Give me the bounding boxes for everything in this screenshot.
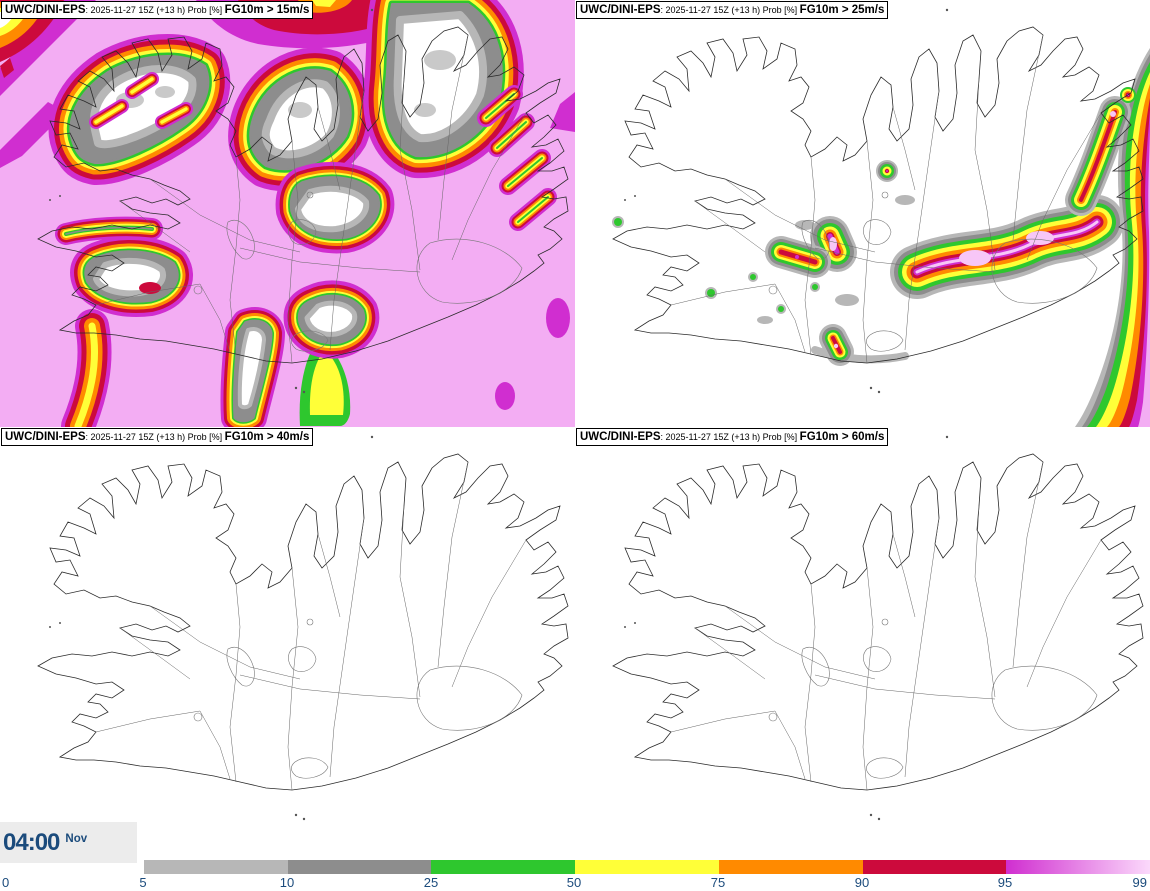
iceland-outline-map-60ms	[575, 427, 1150, 854]
north-hotspot	[876, 160, 898, 182]
legend-segment	[431, 860, 575, 874]
threshold-label: FG10m > 15m/s	[224, 4, 310, 16]
legend-tick-label: 25	[423, 875, 439, 890]
legend-segment	[0, 860, 144, 874]
model-name: UWC/DINI-EPS	[5, 431, 86, 443]
legend-segment	[718, 860, 863, 874]
run-info: : 2025-11-27 15Z (+13 h) Prob [%]	[85, 432, 225, 442]
legend-tick-label: 0	[2, 875, 10, 890]
legend-color-bar	[0, 860, 1150, 874]
probability-legend: 0 5 10 25 50 75 90 95 99	[0, 860, 1150, 891]
legend-segment	[1006, 860, 1150, 874]
legend-segment	[862, 860, 1007, 874]
iceland-probability-map-15ms	[0, 0, 575, 427]
panel-title: UWC/DINI-EPS: 2025-11-27 15Z (+13 h) Pro…	[576, 1, 889, 19]
legend-tick-label: 5	[139, 875, 147, 890]
legend-segment	[575, 860, 719, 874]
green-specks	[612, 216, 820, 314]
map-panel-fg10m-60ms: UWC/DINI-EPS: 2025-11-27 15Z (+13 h) Pro…	[575, 427, 1150, 854]
legend-segment	[143, 860, 288, 874]
iceland-outline-map-40ms	[0, 427, 575, 854]
legend-tick-label: 10	[279, 875, 295, 890]
valid-date: 28.nóv./ Nov Fös / Fri	[65, 822, 115, 863]
run-info: : 2025-11-27 15Z (+13 h) Prob [%]	[660, 5, 800, 15]
threshold-label: FG10m > 40m/s	[224, 431, 310, 443]
panel-title: UWC/DINI-EPS: 2025-11-27 15Z (+13 h) Pro…	[1, 1, 314, 19]
threshold-label: FG10m > 60m/s	[799, 431, 885, 443]
legend-segment	[287, 860, 432, 874]
model-name: UWC/DINI-EPS	[580, 4, 661, 16]
model-name: UWC/DINI-EPS	[5, 4, 86, 16]
legend-tick-label: 50	[566, 875, 582, 890]
legend-tick-label: 90	[854, 875, 870, 890]
iceland-probability-map-25ms	[575, 0, 1150, 427]
run-info: : 2025-11-27 15Z (+13 h) Prob [%]	[85, 5, 225, 15]
legend-tick-label: 99	[1132, 875, 1147, 890]
valid-time-panel: 04:00 28.nóv./ Nov Fös / Fri	[0, 822, 137, 863]
legend-tick-label: 75	[710, 875, 726, 890]
legend-tick-label: 95	[997, 875, 1013, 890]
panel-title: UWC/DINI-EPS: 2025-11-27 15Z (+13 h) Pro…	[1, 428, 314, 446]
map-panel-fg10m-40ms: UWC/DINI-EPS: 2025-11-27 15Z (+13 h) Pro…	[0, 427, 575, 854]
run-info: : 2025-11-27 15Z (+13 h) Prob [%]	[660, 432, 800, 442]
date-month: Nov	[65, 832, 88, 845]
valid-time: 04:00	[3, 828, 60, 856]
map-panel-fg10m-25ms: UWC/DINI-EPS: 2025-11-27 15Z (+13 h) Pro…	[575, 0, 1150, 427]
model-name: UWC/DINI-EPS	[580, 431, 661, 443]
threshold-label: FG10m > 25m/s	[799, 4, 885, 16]
panel-title: UWC/DINI-EPS: 2025-11-27 15Z (+13 h) Pro…	[576, 428, 889, 446]
map-panel-fg10m-15ms: UWC/DINI-EPS: 2025-11-27 15Z (+13 h) Pro…	[0, 0, 575, 427]
probability-overlay	[612, 48, 1150, 427]
